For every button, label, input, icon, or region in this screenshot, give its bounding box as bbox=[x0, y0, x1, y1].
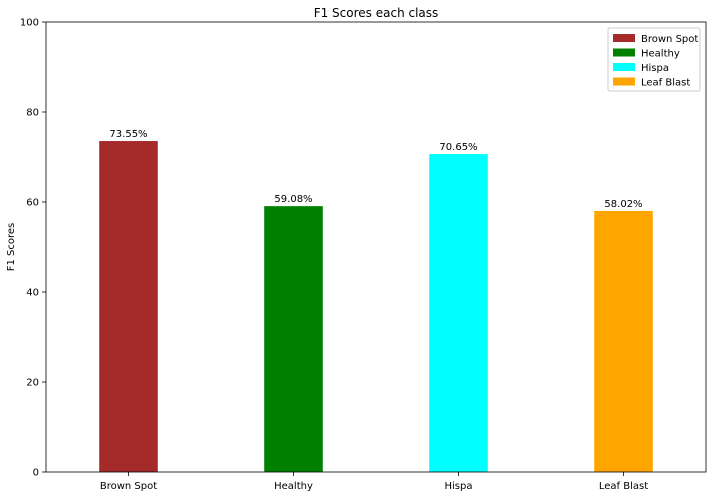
bar-value-label: 59.08% bbox=[274, 194, 312, 205]
plot-frame bbox=[45, 21, 707, 473]
y-axis-label: F1 Scores bbox=[6, 223, 17, 272]
legend: Brown Spot Healthy Hispa Leaf Blast bbox=[607, 27, 701, 92]
legend-entry-label: Healthy bbox=[641, 49, 680, 60]
y-tick-label: 40 bbox=[26, 288, 39, 299]
legend-entry-label: Hispa bbox=[641, 63, 669, 74]
x-tick-label: Brown Spot bbox=[100, 481, 157, 492]
legend-box bbox=[607, 27, 701, 92]
legend-swatch bbox=[613, 77, 635, 86]
legend-entry-label: Brown Spot bbox=[641, 34, 698, 45]
y-axis-ticks: 0 20 40 60 80 100 bbox=[20, 18, 46, 479]
legend-swatch bbox=[613, 48, 635, 57]
bar-value-label: 73.55% bbox=[109, 129, 147, 140]
bar-brown-spot bbox=[99, 141, 158, 472]
bar-value-label: 70.65% bbox=[439, 142, 477, 153]
bar-hispa bbox=[429, 154, 488, 472]
y-tick-label: 0 bbox=[33, 468, 39, 479]
x-tick-label: Hispa bbox=[445, 481, 473, 492]
x-tick-label: Healthy bbox=[274, 481, 313, 492]
bar-value-labels: 73.55% 59.08% 70.65% 58.02% bbox=[109, 129, 642, 210]
y-tick-label: 20 bbox=[26, 378, 39, 389]
x-axis-ticks: Brown Spot Healthy Hispa Leaf Blast bbox=[100, 472, 648, 492]
y-tick-label: 80 bbox=[26, 108, 39, 119]
x-tick-label: Leaf Blast bbox=[599, 481, 648, 492]
y-tick-label: 100 bbox=[20, 18, 39, 29]
legend-entry-label: Leaf Blast bbox=[641, 78, 690, 89]
legend-swatch bbox=[613, 63, 635, 71]
chart-title: F1 Scores each class bbox=[314, 6, 439, 20]
bar-value-label: 58.02% bbox=[604, 199, 642, 210]
bar-leaf-blast bbox=[594, 210, 653, 472]
bars bbox=[99, 141, 653, 472]
bar-healthy bbox=[264, 206, 323, 472]
legend-swatch bbox=[613, 34, 635, 42]
y-tick-label: 60 bbox=[26, 198, 39, 209]
